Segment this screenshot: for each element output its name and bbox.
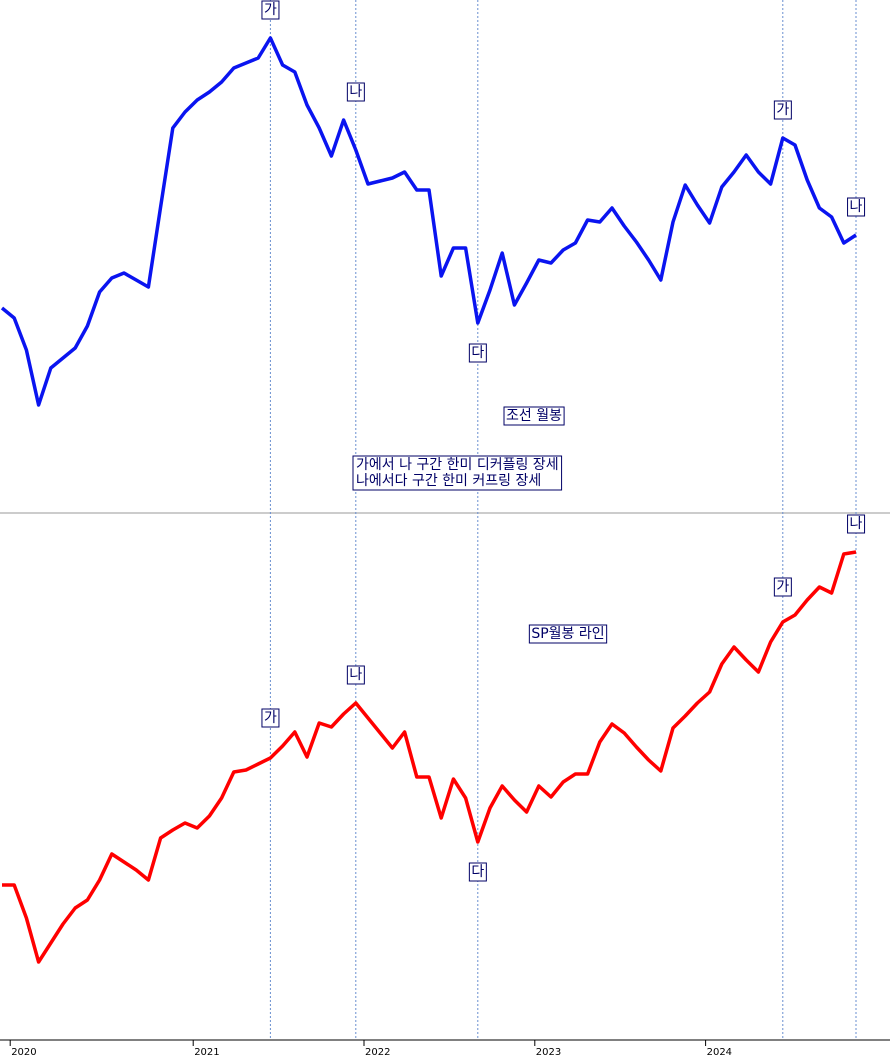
x-tick-label: 2021 [194,1047,219,1058]
label-box [503,406,565,426]
annotation: 다 [471,864,484,880]
annotation: 나 [850,516,863,532]
label-box [528,624,608,644]
label-box [773,100,792,120]
note-line: 가에서 나 구간 한미 디커플링 장세 [356,457,559,473]
annotation: 나 [349,84,362,100]
line-series [2,550,857,964]
note-line: 나에서다 구간 한미 커프링 장세 [356,473,541,489]
label-box [847,514,866,534]
annotation: 다 [471,345,484,361]
x-tick-label: 2020 [11,1047,36,1058]
annotation: 나 [349,667,362,683]
label-box [346,665,365,685]
x-tick-label: 2022 [365,1047,390,1058]
label-box [468,343,487,363]
chart-title: 조선 월봉 [506,408,562,424]
annotation: 가 [264,710,277,726]
line-series [0,36,857,407]
annotation: 가 [776,102,789,118]
annotation: 가 [776,579,789,595]
annotation: 가 [264,2,277,18]
x-tick-label: 2024 [707,1047,732,1058]
label-box [468,862,487,882]
x-tick-label: 2023 [536,1047,561,1058]
label-box [261,0,280,20]
note-box [352,455,563,491]
label-box [773,577,792,597]
label-box [261,708,280,728]
annotation: 나 [850,199,863,215]
label-box [847,197,866,217]
label-box [346,82,365,102]
chart-title: SP월봉 라인 [531,626,604,642]
